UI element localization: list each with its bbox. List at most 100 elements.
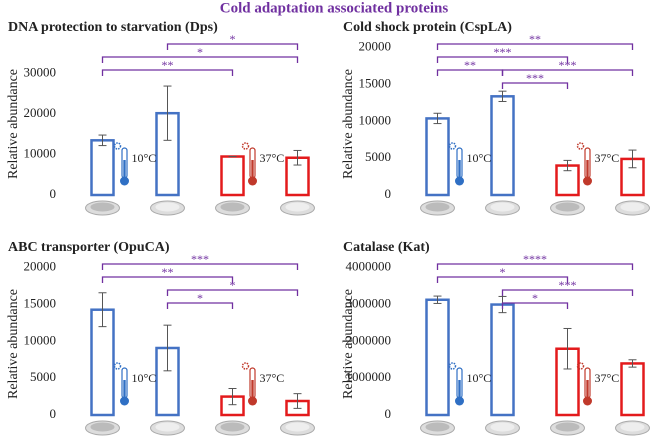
y-tick-label: 30000 [24,64,57,79]
thermometer [448,362,457,370]
plate-icon [490,422,515,432]
thermometer [248,176,257,186]
plate-icon [425,422,450,432]
significance-label: *** [526,71,544,85]
significance-label: *** [559,278,577,292]
thermometer [113,362,122,370]
plate-icon [555,422,580,432]
thermometer [113,142,122,150]
thermometer [120,176,129,186]
significance-bracket [501,82,569,89]
figure-title: Cold adaptation associated proteins [220,0,449,16]
significance-label: ** [162,58,174,72]
plate-icon [285,202,310,212]
bar [490,95,515,197]
error-bar [163,85,172,141]
significance-label: **** [523,252,547,266]
significance-bracket [166,43,299,50]
y-tick-label: 5000 [365,149,391,164]
thermometer [458,160,461,180]
y-tick-label: 10000 [359,112,392,127]
plate-icon [90,202,115,212]
significance-bracket [436,276,569,283]
bar [220,155,245,197]
y-axis-label: Relative abundance [6,69,21,179]
y-tick-label: 1000000 [346,369,392,384]
panel-title: Catalase (Kat) [343,240,430,255]
significance-label: ** [464,58,476,72]
thermometer [248,396,257,406]
panel: ABC transporter (OpuCA) Relative abundanc… [6,240,315,436]
significance-bracket [101,56,299,63]
temperature-label: 10°C [132,371,157,385]
y-tick-label: 20000 [24,105,57,120]
panel-title: DNA protection to starvation (Dps) [8,20,218,35]
thermometer [586,380,589,400]
temperature-label: 37°C [260,151,285,165]
temperature-label: 10°C [132,151,157,165]
thermometer [458,380,461,400]
y-tick-label: 5000 [30,369,56,384]
significance-bracket [436,69,504,76]
bar [90,139,115,197]
significance-label: *** [559,58,577,72]
error-bar [293,393,302,409]
thermometer [123,380,126,400]
y-tick-label: 0 [385,186,392,201]
temperature-label: 37°C [595,371,620,385]
significance-label: * [197,45,203,59]
error-bar [628,359,637,368]
temperature-label: 10°C [467,371,492,385]
thermometer [251,380,254,400]
significance-label: ** [529,32,541,46]
panel-title: ABC transporter (OpuCA) [8,240,170,255]
significance-bracket [101,69,234,76]
temperature-label: 37°C [595,151,620,165]
error-bar [433,295,442,304]
thermometer [576,142,585,150]
thermometer [251,160,254,180]
plate-icon [90,422,115,432]
y-tick-label: 3000000 [346,296,392,311]
error-bar [498,90,507,102]
panel-title: Cold shock protein (CspLA) [343,20,512,35]
thermometer [241,362,250,370]
significance-bracket [166,289,299,296]
significance-bracket [501,289,634,296]
significance-label: * [532,291,538,305]
thermometer [448,142,457,150]
plate-icon [620,422,645,432]
significance-label: * [230,278,236,292]
bar [490,303,515,417]
significance-label: *** [494,45,512,59]
error-bar [163,324,172,372]
significance-label: * [500,265,506,279]
significance-label: * [230,32,236,46]
error-bar [433,112,442,125]
error-bar [228,387,237,406]
thermometer [241,142,250,150]
plate-icon [155,202,180,212]
thermometer [583,396,592,406]
thermometer [123,160,126,180]
y-tick-label: 2000000 [346,332,392,347]
error-bar [563,159,572,172]
plate-icon [155,422,180,432]
thermometer [455,176,464,186]
y-tick-label: 10000 [24,145,57,160]
bar [620,362,645,417]
plate-icon [620,202,645,212]
significance-label: *** [191,252,209,266]
panel: Catalase (Kat) Relative abundance 0 1000000… [341,240,650,436]
y-tick-label: 15000 [359,76,392,91]
plate-icon [220,202,245,212]
significance-bracket [101,263,299,270]
plate-icon [555,202,580,212]
temperature-label: 10°C [467,151,492,165]
thermometer [455,396,464,406]
y-axis-label: Relative abundance [341,289,356,399]
error-bar [98,134,107,147]
significance-bracket [436,43,634,50]
temperature-label: 37°C [260,371,285,385]
significance-bracket [166,302,234,309]
